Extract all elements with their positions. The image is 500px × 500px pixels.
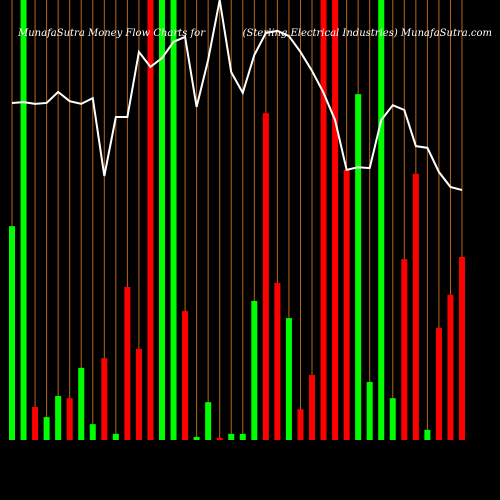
bar — [355, 94, 362, 440]
bar — [9, 226, 15, 440]
bar — [182, 311, 189, 440]
bar — [193, 436, 200, 440]
bar — [389, 398, 396, 440]
bar — [66, 398, 73, 440]
bar — [205, 402, 212, 440]
bar — [424, 429, 431, 440]
bar — [320, 0, 327, 440]
bar — [170, 0, 177, 440]
bar — [78, 367, 85, 440]
bar — [343, 169, 350, 440]
bar — [124, 286, 131, 440]
bar — [239, 433, 246, 440]
bar — [20, 0, 27, 440]
bar — [262, 113, 269, 440]
bar — [89, 424, 96, 440]
bar — [251, 300, 258, 440]
bar — [228, 433, 235, 440]
bar — [101, 358, 108, 440]
bar — [401, 259, 408, 440]
bar — [274, 282, 281, 440]
bar — [332, 0, 339, 440]
bar — [459, 256, 465, 440]
bar — [159, 0, 165, 440]
bar — [216, 437, 223, 440]
plot-area — [9, 0, 465, 441]
bar — [447, 294, 454, 440]
bar — [378, 0, 385, 440]
bar — [412, 173, 419, 441]
bar — [147, 0, 154, 440]
bar — [43, 417, 50, 440]
bar — [135, 348, 142, 440]
chart-title: MunafaSutra Money Flow Charts for — [17, 28, 206, 39]
bar — [366, 381, 373, 440]
bar — [55, 396, 62, 440]
money-flow-line — [11, 0, 463, 192]
bar — [435, 327, 442, 440]
bar — [285, 318, 292, 440]
chart-subtitle: (Sterling Electrical Industries) MunafaS… — [243, 28, 492, 39]
bar — [32, 407, 39, 440]
bar — [112, 433, 119, 440]
bar — [309, 374, 315, 440]
bar — [297, 409, 304, 440]
